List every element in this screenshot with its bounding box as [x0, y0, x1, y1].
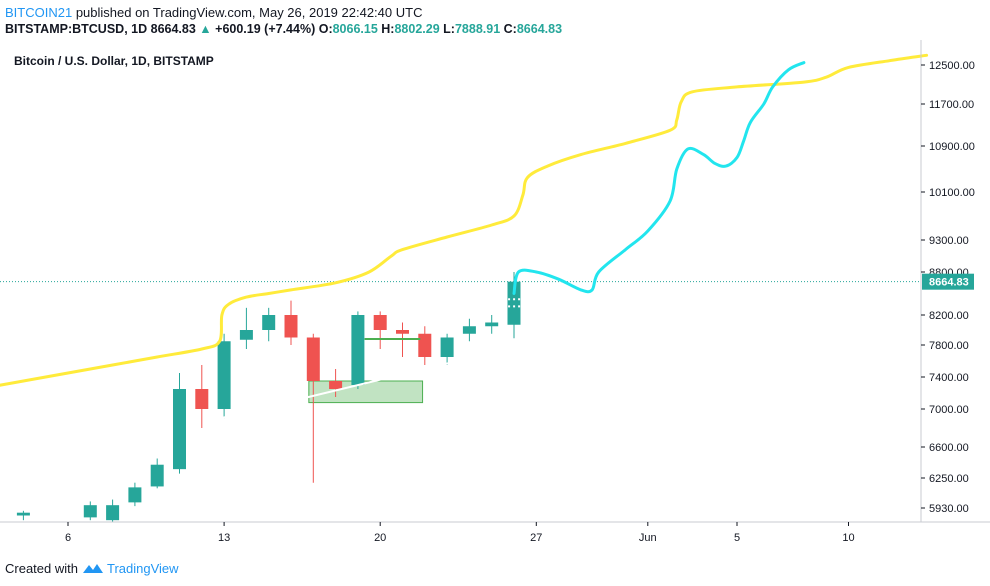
candle — [16, 510, 30, 521]
candle-body — [373, 315, 387, 330]
y-tick-label: 6250.00 — [929, 473, 969, 485]
candle-body — [262, 315, 276, 330]
published-text: published on TradingView.com, May 26, 20… — [75, 5, 423, 20]
candle — [440, 333, 454, 365]
created-with-label: Created with — [5, 561, 78, 576]
candle-body — [306, 337, 320, 381]
high-label: H: — [381, 22, 395, 36]
candle-body — [351, 315, 365, 385]
y-tick-label: 7400.00 — [929, 372, 969, 384]
x-tick-label: 13 — [218, 532, 230, 544]
candle — [306, 333, 320, 483]
last-price-tag — [922, 273, 974, 290]
candle-body — [106, 505, 120, 521]
candle — [329, 369, 343, 397]
y-tick-label: 7800.00 — [929, 340, 969, 352]
candle — [217, 333, 231, 419]
yellow-band-line — [0, 53, 929, 387]
cyan-projection-line — [512, 61, 806, 295]
tradingview-brand[interactable]: TradingView — [107, 561, 179, 576]
y-tick-label: 11700.00 — [929, 99, 974, 111]
candle — [173, 373, 186, 474]
open-value: 8066.15 — [332, 22, 378, 36]
x-tick-label: 27 — [530, 532, 542, 544]
candle-body — [239, 330, 253, 340]
author-link[interactable]: BITCOIN21 — [5, 5, 73, 20]
candle — [239, 307, 253, 349]
low-value: 7888.91 — [454, 22, 501, 36]
candle — [83, 501, 97, 521]
candle — [351, 311, 365, 389]
candle — [128, 482, 142, 507]
y-tick-label: 10900.00 — [929, 141, 975, 153]
x-tick-label: Jun — [639, 532, 657, 544]
candle — [485, 315, 499, 334]
candle-body — [485, 322, 499, 327]
x-tick-label: 10 — [842, 532, 854, 544]
last-price-tag-label: 8664.83 — [929, 277, 969, 289]
candle — [262, 307, 276, 342]
candle-body — [217, 341, 231, 409]
low-label: L: — [443, 22, 455, 36]
publish-line: BITCOIN21 published on TradingView.com, … — [5, 5, 422, 20]
candle-body — [173, 389, 186, 470]
candle-body — [396, 330, 409, 334]
candle — [106, 499, 120, 523]
x-tick-label: 5 — [734, 532, 740, 544]
ohlc-line: BITSTAMP:BTCUSD, 1D 8664.83 ▲ +600.19 (+… — [5, 22, 562, 36]
high-value: 8802.29 — [394, 22, 440, 36]
price-chart[interactable]: 12500.00 11700.00 10900.00 10100.00 9300.00 8… — [0, 40, 990, 556]
candle-body — [128, 487, 142, 503]
candle — [373, 311, 387, 349]
footer: Created with TradingView — [5, 561, 179, 576]
candle-body — [418, 333, 432, 357]
candle-body — [83, 505, 97, 518]
x-tick-label: 6 — [65, 532, 71, 544]
y-tick-label: 6600.00 — [929, 442, 969, 454]
candle-body — [440, 337, 454, 357]
tradingview-logo-icon[interactable] — [82, 561, 107, 576]
candle-body — [16, 512, 30, 516]
candle-body — [329, 381, 343, 389]
close-value: 8664.83 — [516, 22, 563, 36]
y-tick-label: 12500.00 — [929, 60, 975, 72]
y-tick-label: 7000.00 — [929, 404, 969, 416]
candle-body — [462, 326, 476, 334]
close-label: C: — [503, 22, 517, 36]
last-price: 8664.83 — [150, 22, 196, 36]
y-tick-label: 9300.00 — [929, 235, 969, 247]
candle-body — [507, 281, 521, 325]
change-up-icon: ▲ — [199, 22, 212, 36]
support-trendline — [219, 314, 649, 420]
candle — [150, 458, 164, 489]
candle-body — [150, 464, 164, 487]
open-label: O: — [318, 22, 333, 36]
candle — [195, 365, 209, 428]
y-tick-label: 5930.00 — [929, 503, 969, 515]
y-tick-label: 8200.00 — [929, 310, 969, 322]
candle — [284, 300, 298, 345]
candle-body — [195, 389, 209, 409]
chart-title: Bitcoin / U.S. Dollar, 1D, BITSTAMP — [14, 54, 214, 68]
candle-body — [284, 315, 298, 338]
symbol-label: BITSTAMP:BTCUSD, 1D — [5, 22, 148, 36]
x-tick-label: 20 — [374, 532, 386, 544]
candle — [418, 326, 432, 365]
y-tick-label: 10100.00 — [929, 187, 975, 199]
price-change: +600.19 (+7.44%) — [215, 22, 316, 36]
candle — [462, 318, 476, 342]
